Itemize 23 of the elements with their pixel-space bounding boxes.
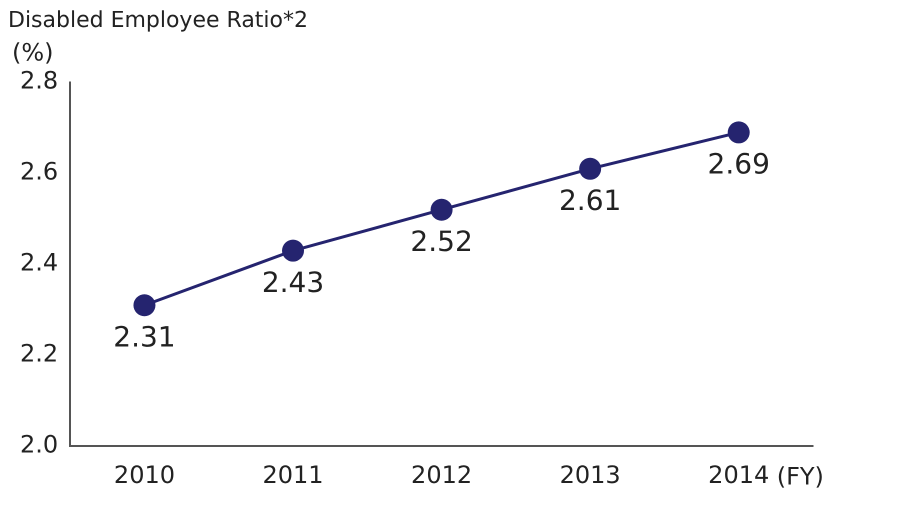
data-label: 2.69 [708, 148, 770, 181]
y-tick-label: 2.0 [20, 430, 58, 458]
chart-title: Disabled Employee Ratio*2 [8, 8, 308, 33]
y-tick-label: 2.8 [20, 66, 58, 95]
y-tick-label: 2.6 [20, 158, 58, 186]
point [430, 198, 453, 221]
x-tick-label: 2011 [262, 460, 324, 489]
point [133, 294, 156, 316]
x-tick-label: 2013 [560, 460, 621, 489]
y-tick-label: 2.2 [20, 339, 58, 368]
x-tick-label: 2012 [411, 460, 472, 489]
y-tick-label: 2.4 [20, 248, 58, 277]
point [579, 158, 602, 180]
x-tick-label: 2014 [708, 460, 770, 489]
data-label: 2.52 [410, 225, 473, 258]
x-axis-title: (FY) [776, 462, 824, 490]
data-label: 2.43 [262, 266, 324, 299]
data-label: 2.31 [113, 320, 176, 354]
x-tick-label: 2010 [114, 460, 175, 489]
point [728, 121, 750, 144]
data-label: 2.61 [558, 184, 622, 218]
y-axis-title: (%) [12, 38, 54, 66]
point [282, 240, 304, 262]
